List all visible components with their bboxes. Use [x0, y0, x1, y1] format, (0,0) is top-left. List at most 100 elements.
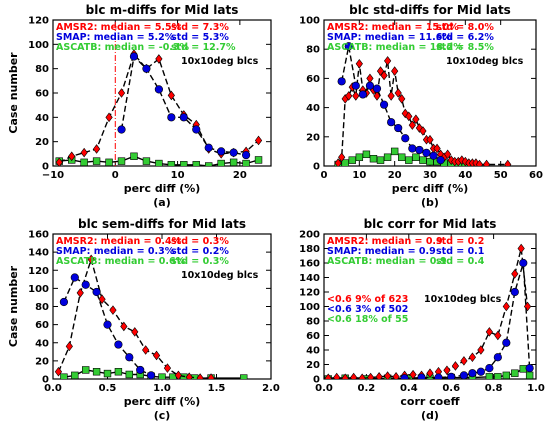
- y-tick-label: 0: [313, 375, 320, 386]
- data-point-smap: [167, 113, 176, 122]
- y-tick-label: 20: [306, 132, 320, 143]
- data-point-smap: [142, 64, 151, 73]
- threshold-note-amsr2: <0.6 9% of 623: [327, 294, 408, 305]
- y-tick-label: 180: [299, 244, 320, 255]
- data-point-amsr2: [109, 305, 117, 315]
- data-point-amsr2: [511, 269, 519, 279]
- data-point-ascatb: [192, 161, 200, 166]
- data-point-amsr2: [523, 301, 532, 312]
- data-point-smap: [493, 353, 502, 362]
- panel-title: blc corr for Mid lats: [364, 217, 497, 231]
- stat-std-amsr2: std = 8.0%: [436, 22, 494, 33]
- y-tick-label: 0: [42, 162, 49, 173]
- data-point-smap: [447, 372, 456, 379]
- x-axis-label: corr coeff: [400, 395, 459, 408]
- y-tick-label: 0: [42, 375, 49, 386]
- series-layer: [324, 243, 534, 379]
- data-point-ascatb: [229, 158, 238, 166]
- data-point-smap: [387, 118, 396, 127]
- y-tick-label: 120: [28, 266, 49, 277]
- data-point-ascatb: [494, 373, 502, 379]
- data-point-smap: [179, 113, 188, 122]
- data-point-amsr2: [444, 149, 452, 160]
- data-point-amsr2: [415, 123, 424, 133]
- y-tick-label: 20: [306, 360, 320, 371]
- y-tick-label: 60: [35, 320, 49, 331]
- data-point-amsr2: [380, 70, 388, 81]
- x-tick-label: 10: [171, 170, 185, 181]
- data-point-ascatb: [82, 366, 90, 374]
- data-point-smap: [70, 273, 79, 282]
- data-point-amsr2: [485, 327, 493, 337]
- block-size-note: 10x10deg blcs: [424, 294, 502, 305]
- data-point-amsr2: [451, 361, 460, 371]
- data-point-smap: [525, 364, 534, 373]
- data-point-amsr2: [174, 370, 182, 379]
- data-point-ascatb: [240, 374, 248, 379]
- data-point-amsr2: [350, 372, 358, 379]
- stat-median-amsr2: AMSR2: median = 0.9: [327, 236, 443, 247]
- data-point-amsr2: [412, 114, 420, 125]
- y-tick-label: 40: [306, 346, 320, 357]
- stat-median-amsr2: AMSR2: median = 15.0%: [327, 22, 459, 33]
- data-point-amsr2: [504, 159, 512, 166]
- y-tick-label: 140: [28, 248, 49, 259]
- stat-std-ascatb: std = 0.4: [436, 256, 485, 267]
- stat-std-ascatb: std = 8.5%: [436, 42, 494, 53]
- x-tick-label: 1.0: [153, 383, 171, 394]
- data-point-amsr2: [405, 111, 413, 122]
- data-point-smap: [417, 373, 426, 379]
- y-tick-label: 80: [306, 45, 320, 56]
- x-tick-label: 60: [529, 170, 543, 181]
- data-point-smap: [476, 367, 485, 376]
- stat-std-smap: std = 5.3%: [171, 32, 229, 43]
- data-point-smap: [59, 297, 69, 307]
- series-line-amsr2: [58, 52, 259, 163]
- data-point-smap: [81, 280, 90, 289]
- x-tick-label: 0.0: [315, 383, 333, 394]
- data-point-smap: [154, 85, 163, 94]
- x-tick-label: 50: [494, 170, 508, 181]
- stat-median-smap: SMAP: median = 0.9: [327, 246, 436, 257]
- data-point-ascatb: [405, 156, 413, 164]
- data-point-ascatb: [525, 371, 534, 379]
- block-size-note: 10x10deg blcs: [181, 56, 259, 67]
- data-point-ascatb: [158, 373, 166, 379]
- data-point-amsr2: [502, 301, 510, 312]
- y-tick-label: 100: [299, 302, 320, 313]
- stat-median-ascatb: ASCATB: median = 0.9: [327, 256, 447, 267]
- series-line-smap: [120, 55, 247, 156]
- data-point-ascatb: [114, 368, 123, 376]
- data-point-amsr2: [334, 158, 342, 166]
- threshold-note-smap: <0.6 3% of 502: [327, 304, 408, 315]
- data-point-ascatb: [362, 150, 371, 159]
- data-point-amsr2: [355, 58, 363, 69]
- data-point-ascatb: [217, 159, 225, 166]
- panel-letter: (a): [153, 196, 170, 209]
- y-tick-label: 60: [306, 331, 320, 342]
- data-point-amsr2: [468, 352, 477, 363]
- data-point-ascatb: [205, 162, 213, 166]
- data-point-smap: [510, 287, 519, 297]
- data-point-amsr2: [383, 56, 392, 66]
- block-size-note: 10x10deg blcs: [181, 270, 259, 281]
- y-tick-label: 20: [35, 356, 49, 367]
- data-point-ascatb: [92, 157, 101, 165]
- data-point-amsr2: [167, 90, 175, 101]
- data-point-smap: [241, 150, 251, 160]
- stat-std-smap: std = 0.2%: [171, 246, 229, 257]
- data-point-amsr2: [358, 373, 366, 379]
- data-point-smap: [434, 373, 443, 379]
- data-point-smap: [344, 42, 353, 51]
- data-point-amsr2: [477, 345, 485, 355]
- threshold-note-ascatb: <0.6 18% of 55: [327, 314, 408, 325]
- panel-letter: (b): [421, 196, 439, 209]
- data-point-smap: [217, 147, 226, 156]
- y-axis-label: Case number: [7, 265, 20, 347]
- data-point-ascatb: [142, 157, 151, 165]
- y-tick-label: 200: [299, 230, 320, 241]
- y-tick-label: 160: [28, 230, 49, 241]
- x-axis-label: perc diff (%): [392, 182, 469, 195]
- data-point-amsr2: [87, 254, 95, 265]
- x-tick-label: 2.0: [262, 383, 280, 394]
